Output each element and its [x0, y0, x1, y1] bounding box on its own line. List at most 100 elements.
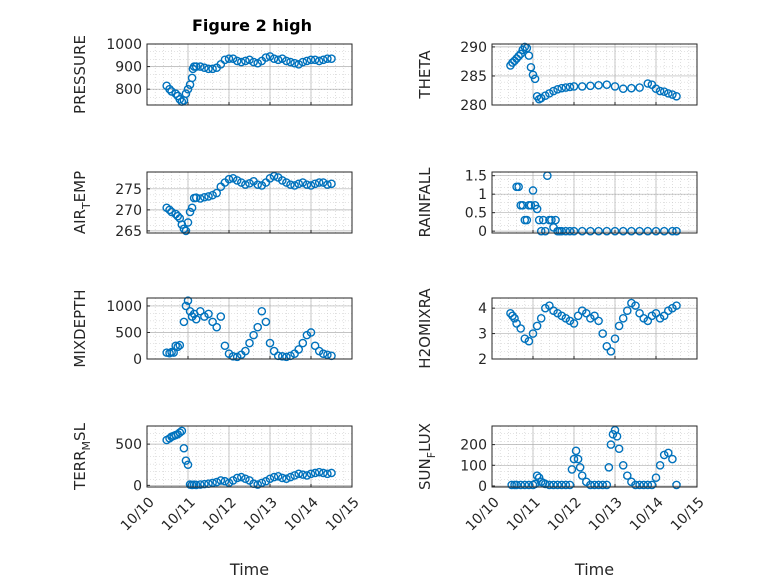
data-point: [318, 55, 328, 65]
data-point: [249, 57, 258, 67]
series-markers: [512, 171, 681, 236]
y-axis-label: TERRMSL: [71, 422, 93, 491]
data-point: [175, 428, 185, 437]
data-point: [318, 468, 328, 478]
data-point: [551, 215, 560, 225]
data-point: [277, 473, 287, 483]
data-point: [582, 308, 591, 318]
data-point: [524, 480, 534, 490]
data-point: [538, 215, 548, 225]
x-tick-label: 10/12: [545, 494, 585, 534]
data-point: [534, 215, 544, 225]
data-point: [179, 443, 189, 453]
data-point: [594, 480, 603, 490]
data-point: [294, 469, 304, 479]
data-point: [557, 226, 567, 236]
data-point: [647, 480, 657, 490]
data-point: [167, 207, 176, 217]
data-point: [623, 471, 632, 480]
data-point: [569, 319, 579, 328]
series-markers: [162, 52, 336, 106]
data-point: [212, 477, 221, 487]
y-tick-label: 0: [478, 224, 487, 240]
data-point: [265, 338, 275, 348]
data-point: [302, 180, 312, 189]
y-tick-label: 1.5: [465, 169, 487, 185]
data-point: [668, 90, 677, 99]
data-point: [181, 226, 191, 236]
data-point: [586, 226, 595, 236]
data-point: [577, 226, 587, 236]
data-point: [294, 345, 304, 354]
data-point: [183, 218, 193, 227]
data-point: [253, 480, 263, 489]
y-tick-label: 800: [115, 82, 142, 98]
data-point: [651, 473, 661, 482]
panel-7: 0 500 10/10 10/11 10/12 10/13 10/14 10/15 TERRMS…: [71, 422, 363, 579]
data-point: [610, 334, 620, 343]
data-point: [590, 311, 599, 321]
data-point: [195, 62, 205, 71]
data-point: [672, 226, 681, 236]
data-point: [557, 83, 567, 93]
data-point: [232, 176, 242, 185]
y-tick-label: 500: [115, 437, 142, 453]
data-point: [241, 56, 250, 66]
data-point: [216, 476, 226, 485]
data-point: [165, 84, 174, 94]
axes-box: [146, 43, 353, 106]
data-point: [569, 454, 579, 464]
data-point: [586, 480, 595, 490]
panel-2: 280 285 290 THETA: [416, 40, 698, 114]
data-point: [173, 342, 183, 352]
data-point: [167, 87, 176, 96]
y-tick-label: 500: [115, 325, 142, 341]
data-point: [310, 468, 320, 478]
data-point: [602, 80, 612, 89]
y-axis-label: PRESSURE: [71, 35, 89, 114]
data-point: [571, 446, 581, 456]
data-point: [561, 83, 571, 92]
panel-5: 0 500 1000 MIXDEPTH: [71, 289, 353, 368]
data-point: [191, 193, 201, 202]
data-point: [269, 54, 279, 63]
data-point: [294, 60, 304, 69]
data-point: [306, 328, 316, 337]
data-point: [173, 211, 183, 221]
data-point: [610, 82, 620, 91]
data-point: [575, 463, 585, 472]
data-point: [610, 226, 620, 236]
data-point: [631, 301, 640, 310]
data-point: [327, 54, 336, 63]
data-point: [567, 465, 577, 474]
data-point: [216, 312, 226, 321]
data-point: [212, 322, 221, 332]
data-point: [602, 341, 612, 351]
data-point: [553, 85, 562, 94]
data-point: [187, 73, 197, 83]
data-point: [302, 56, 312, 66]
data-point: [171, 89, 180, 99]
data-point: [577, 471, 587, 480]
data-point: [522, 215, 532, 225]
data-point: [606, 440, 616, 449]
y-tick-label: 1000: [106, 299, 142, 315]
data-point: [655, 460, 665, 470]
data-point: [530, 74, 540, 84]
data-point: [561, 480, 571, 490]
data-point: [323, 350, 332, 360]
data-point: [664, 89, 673, 98]
data-point: [573, 454, 583, 464]
data-point: [512, 319, 521, 328]
data-point: [241, 474, 250, 484]
data-point: [565, 226, 575, 236]
data-point: [195, 480, 205, 489]
data-point: [512, 480, 521, 490]
data-point: [181, 89, 191, 99]
data-point: [290, 471, 299, 480]
data-point: [534, 473, 544, 482]
data-point: [643, 480, 653, 490]
panel-3: 265 270 275 AIRTEMP: [71, 171, 353, 240]
data-point: [545, 480, 554, 490]
data-point: [594, 226, 603, 236]
